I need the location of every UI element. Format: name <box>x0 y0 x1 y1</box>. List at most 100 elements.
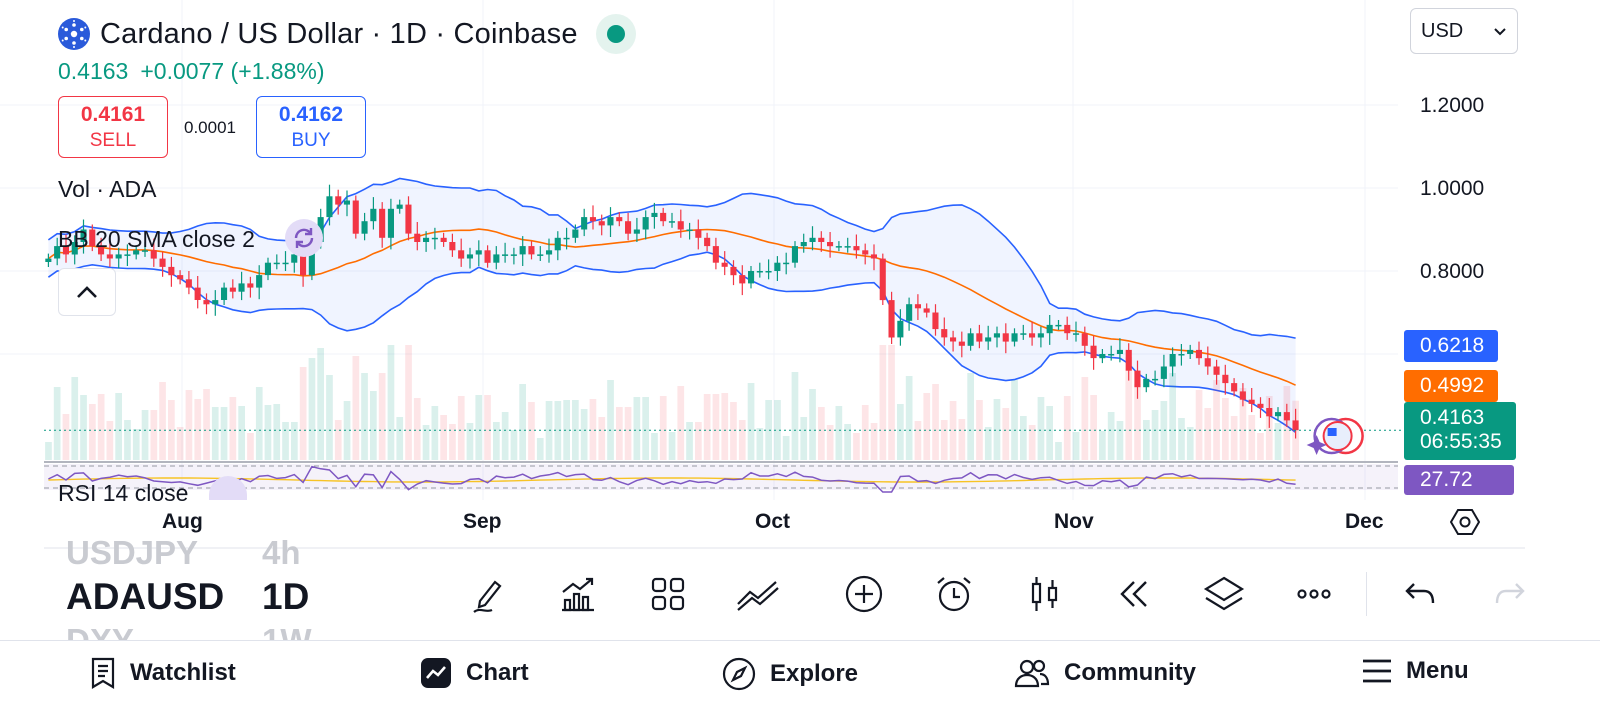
candle-body <box>985 337 992 342</box>
volume-bar <box>308 358 316 460</box>
nav-explore[interactable]: Explore <box>722 657 858 691</box>
price-tick-2: 1.0000 <box>1420 177 1485 200</box>
draw-tool-button[interactable] <box>466 572 510 616</box>
volume-bar <box>782 436 790 460</box>
volume-bar <box>475 395 483 460</box>
volume-bar <box>291 422 298 460</box>
candle-body <box>335 196 342 205</box>
candle-body <box>1275 412 1282 417</box>
volume-bar <box>1072 432 1080 460</box>
candle-body <box>625 221 632 234</box>
volume-bar <box>923 393 931 460</box>
volume-bar <box>712 394 720 460</box>
collapse-legend-button[interactable] <box>58 268 116 316</box>
symbol-option-above[interactable]: USDJPY 4h <box>66 540 301 572</box>
candle-body <box>45 258 52 262</box>
nav-community[interactable]: Community <box>1014 657 1196 689</box>
more-button[interactable] <box>1292 572 1336 616</box>
rsi-legend[interactable]: RSI 14 close <box>58 480 189 502</box>
nav-chart[interactable]: Chart <box>420 657 529 689</box>
candle-body <box>247 283 254 288</box>
layers-button[interactable] <box>1202 572 1246 616</box>
draw-icon <box>473 580 502 613</box>
volume-bar <box>273 404 281 460</box>
layout-button[interactable] <box>646 572 690 616</box>
currency-select[interactable]: USD <box>1410 8 1518 54</box>
candle-body <box>660 212 667 222</box>
candle-body <box>387 208 394 238</box>
volume-bar <box>993 399 1001 460</box>
volume-bar <box>97 394 105 460</box>
volume-bar <box>1143 420 1150 460</box>
candle-body <box>423 237 430 242</box>
symbol-picker[interactable]: USDJPY 4h ADAUSD 1D DXY 1W <box>66 540 366 640</box>
volume-bar <box>1186 427 1194 460</box>
buy-button[interactable]: 0.4162 BUY <box>256 96 366 158</box>
volume-bar <box>264 405 272 460</box>
candle-body <box>1213 366 1220 375</box>
bollinger-band-fill <box>48 178 1296 433</box>
bollinger-legend[interactable]: BB 20 SMA close 2 <box>58 226 255 252</box>
redo-button[interactable] <box>1488 572 1532 616</box>
volume-bar <box>150 410 158 460</box>
chart-icon <box>421 658 451 688</box>
candle-body <box>291 254 298 263</box>
volume-bar <box>1020 416 1027 460</box>
candle-body <box>133 250 140 255</box>
candle-body <box>115 254 122 259</box>
candle-body <box>308 242 315 276</box>
chart-style-button[interactable] <box>1022 572 1066 616</box>
candle-body <box>124 254 131 256</box>
candle-body <box>1169 354 1176 367</box>
chart-settings-icon[interactable] <box>1450 508 1480 536</box>
volume-bar <box>536 438 544 460</box>
compare-icon <box>737 581 779 611</box>
indicators-button[interactable] <box>556 572 600 616</box>
volume-bar <box>563 400 570 460</box>
volume-bar <box>607 380 614 460</box>
price-change: +0.0077 (+1.88%) <box>140 58 324 85</box>
volume-bar <box>449 424 456 460</box>
volume-bar <box>967 373 974 460</box>
volume-bar <box>405 345 412 460</box>
candle-body <box>510 254 517 256</box>
candle-body <box>818 237 825 242</box>
candle-body <box>264 262 271 276</box>
volume-bar <box>141 410 149 460</box>
rsi-ma-line <box>48 477 1296 483</box>
candle-body <box>379 208 386 238</box>
compare-button[interactable] <box>736 572 780 616</box>
candle-body <box>958 341 965 346</box>
candle-body <box>185 279 192 288</box>
candle-body <box>888 300 895 338</box>
menu-icon <box>1363 659 1391 683</box>
volume-bar <box>1169 373 1176 460</box>
add-button[interactable] <box>842 572 886 616</box>
volume-bar <box>159 382 166 460</box>
volume-bar <box>695 422 702 460</box>
market-status-icon[interactable] <box>595 14 636 54</box>
redo-icon <box>1495 583 1525 604</box>
rsi-badge: 27.72 <box>1404 465 1514 495</box>
candle-body <box>475 250 482 255</box>
replay-button[interactable] <box>1112 572 1156 616</box>
volume-bar <box>185 390 193 460</box>
nav-menu[interactable]: Menu <box>1362 657 1469 685</box>
volume-bar <box>247 433 254 460</box>
symbol-option-below[interactable]: DXY 1W <box>66 622 312 640</box>
nav-watchlist[interactable]: Watchlist <box>90 657 236 689</box>
symbol-title[interactable]: Cardano / US Dollar · 1D · Coinbase <box>100 17 578 50</box>
symbol-header[interactable]: Cardano / US Dollar · 1D · Coinbase <box>58 14 636 54</box>
candle-body <box>827 242 834 247</box>
volume-legend[interactable]: Vol · ADA <box>58 176 157 202</box>
candle-body <box>396 204 403 209</box>
volume-bar <box>1063 396 1071 460</box>
alert-button[interactable] <box>932 572 976 616</box>
undo-button[interactable] <box>1398 572 1442 616</box>
sell-button[interactable]: 0.4161 SELL <box>58 96 168 158</box>
candle-body <box>844 246 851 248</box>
sell-price: 0.4161 <box>80 103 146 126</box>
symbol-option-current[interactable]: ADAUSD 1D <box>66 576 309 618</box>
candle-body <box>774 262 781 271</box>
